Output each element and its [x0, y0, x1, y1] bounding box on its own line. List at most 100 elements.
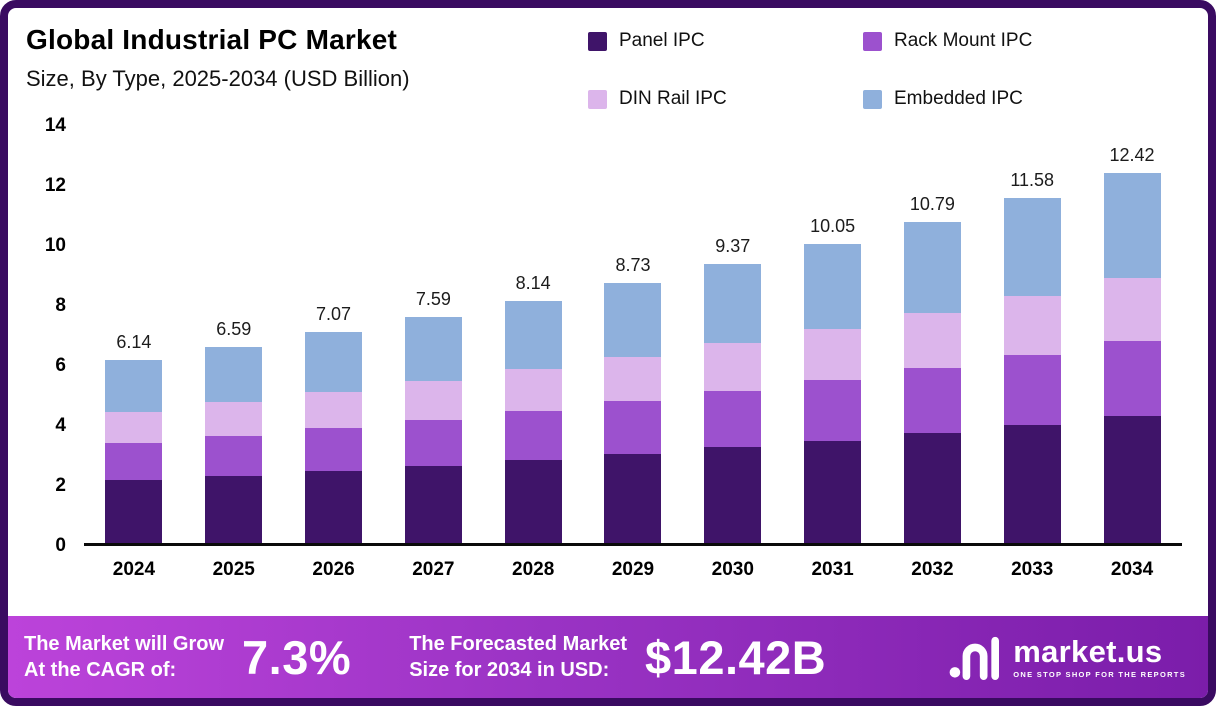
bar-segment-rack-mount-ipc — [804, 379, 862, 441]
bar-segment-panel-ipc — [504, 459, 562, 543]
x-axis-label: 2030 — [711, 559, 754, 580]
bar-total-label: 11.58 — [1010, 170, 1055, 191]
forecast-value: $12.42B — [645, 630, 827, 684]
bar-segment-embedded-ipc — [704, 263, 762, 344]
stacked-bar: 8.73 — [604, 126, 662, 543]
bar-total-label: 6.14 — [116, 332, 152, 353]
bar-segment-rack-mount-ipc — [105, 443, 163, 481]
y-tick-label: 2 — [55, 475, 66, 496]
forecast-label-line1: The Forecasted Market — [409, 633, 628, 655]
bar-segment-embedded-ipc — [804, 243, 862, 329]
bar-segment-rack-mount-ipc — [504, 410, 562, 460]
bars: 6.14 6.59 7.07 7.59 8.14 8.73 9.37 10.05 10.79 11… — [84, 126, 1182, 543]
stacked-bar: 12.42 — [1103, 126, 1161, 543]
bar-slot: 7.07 — [284, 126, 384, 543]
y-tick-label: 4 — [55, 415, 66, 436]
bar-segment-embedded-ipc — [305, 332, 363, 392]
bar-slot: 11.58 — [982, 126, 1082, 543]
legend-swatch-icon — [863, 31, 882, 51]
x-axis-label: 2025 — [212, 559, 255, 580]
footer-banner: The Market will Grow At the CAGR of: 7.3… — [8, 616, 1208, 698]
bar-total-label: 8.73 — [615, 255, 651, 275]
legend-item: Rack Mount IPC — [863, 30, 1138, 52]
legend-label: Embedded IPC — [894, 88, 1023, 109]
bar-segment-embedded-ipc — [404, 316, 462, 381]
bar-slot: 7.59 — [383, 126, 483, 543]
stacked-bar: 6.14 — [105, 126, 163, 543]
bar-segment-rack-mount-ipc — [903, 367, 961, 433]
page-subtitle: Size, By Type, 2025-2034 (USD Billion) — [26, 66, 410, 91]
bar-segment-din-rail-ipc — [205, 402, 263, 437]
bar-slot: 6.59 — [184, 126, 284, 543]
bar-segment-din-rail-ipc — [903, 312, 961, 368]
legend-label: Panel IPC — [619, 30, 705, 51]
bar-segment-panel-ipc — [903, 432, 961, 543]
plot-area: 6.14 6.59 7.07 7.59 8.14 8.73 9.37 10.05 10.79 11… — [84, 126, 1182, 546]
bar-segment-embedded-ipc — [105, 360, 163, 412]
bar-segment-panel-ipc — [1003, 424, 1061, 543]
y-tick-label: 8 — [55, 295, 66, 316]
stacked-bar: 10.79 — [903, 126, 961, 543]
bar-segment-embedded-ipc — [504, 300, 562, 370]
x-axis: 2024 2025 2026 2027 2028 2029 2030 2031 2032 2033… — [84, 559, 1182, 581]
bar-segment-panel-ipc — [704, 447, 762, 543]
forecast-label-line2: Size for 2034 in USD: — [409, 659, 610, 681]
bar-segment-din-rail-ipc — [404, 380, 462, 420]
page-title: Global Industrial PC Market — [26, 24, 398, 55]
bar-slot: 12.42 — [1082, 126, 1182, 543]
bar-segment-embedded-ipc — [1103, 173, 1161, 278]
bar-segment-rack-mount-ipc — [704, 390, 762, 448]
bar-slot: 9.37 — [683, 126, 783, 543]
cagr-label: The Market will Grow At the CAGR of: — [24, 631, 224, 683]
bar-segment-din-rail-ipc — [804, 328, 862, 380]
bar-segment-din-rail-ipc — [704, 343, 762, 391]
bar-segment-rack-mount-ipc — [305, 428, 363, 471]
legend-label: Rack Mount IPC — [894, 30, 1033, 51]
bar-slot: 6.14 — [84, 126, 184, 543]
forecast-group: The Forecasted Market Size for 2034 in U… — [409, 630, 826, 685]
legend: Panel IPC Rack Mount IPC DIN Rail IPC Embed… — [588, 24, 1138, 110]
bar-segment-rack-mount-ipc — [1103, 341, 1161, 417]
bar-segment-panel-ipc — [205, 475, 263, 543]
bar-total-label: 10.05 — [810, 215, 856, 236]
bar-segment-din-rail-ipc — [105, 411, 163, 444]
bar-slot: 10.79 — [883, 126, 983, 543]
bar-segment-din-rail-ipc — [1003, 295, 1061, 355]
y-tick-label: 6 — [55, 355, 66, 376]
brand-tagline: ONE STOP SHOP FOR THE REPORTS — [1013, 669, 1186, 679]
x-axis-label: 2029 — [611, 559, 655, 580]
brand-text-block: market.us ONE STOP SHOP FOR THE REPORTS — [1013, 636, 1186, 679]
stacked-bar: 7.59 — [404, 126, 462, 543]
brand-lockup: market.us ONE STOP SHOP FOR THE REPORTS — [949, 634, 1186, 680]
stacked-bar: 8.14 — [504, 126, 562, 543]
chart: 0 2 4 6 8 10 12 14 6.14 6.59 7.07 7.59 8.14 8.73 9.37… — [24, 115, 1182, 581]
bar-segment-din-rail-ipc — [604, 356, 662, 402]
x-axis-label: 2034 — [1110, 559, 1154, 580]
stacked-bar: 7.07 — [305, 126, 363, 543]
bar-segment-din-rail-ipc — [1103, 277, 1161, 342]
bar-segment-embedded-ipc — [604, 283, 662, 357]
cagr-label-line1: The Market will Grow — [24, 633, 225, 655]
bar-segment-panel-ipc — [1103, 416, 1161, 543]
stacked-bar: 9.37 — [704, 126, 762, 543]
cagr-group: The Market will Grow At the CAGR of: 7.3… — [24, 630, 351, 685]
stacked-bar: 10.05 — [804, 126, 862, 543]
bar-segment-embedded-ipc — [903, 221, 961, 313]
bar-segment-rack-mount-ipc — [205, 436, 263, 476]
forecast-label: The Forecasted Market Size for 2034 in U… — [409, 631, 627, 683]
bar-total-label: 12.42 — [1109, 145, 1155, 166]
bar-segment-panel-ipc — [305, 470, 363, 543]
cagr-value: 7.3% — [242, 630, 352, 684]
x-axis-label: 2028 — [512, 559, 555, 580]
bar-slot: 10.05 — [783, 126, 883, 543]
bar-slot: 8.14 — [483, 126, 583, 543]
bar-total-label: 7.59 — [415, 288, 451, 309]
stacked-bar: 11.58 — [1003, 126, 1061, 543]
y-tick-label: 10 — [44, 235, 66, 256]
bar-total-label: 8.14 — [515, 272, 551, 293]
bar-segment-rack-mount-ipc — [604, 401, 662, 454]
brand-name: market.us — [1013, 633, 1163, 669]
legend-swatch-icon — [588, 89, 607, 109]
y-tick-label: 14 — [44, 115, 66, 136]
